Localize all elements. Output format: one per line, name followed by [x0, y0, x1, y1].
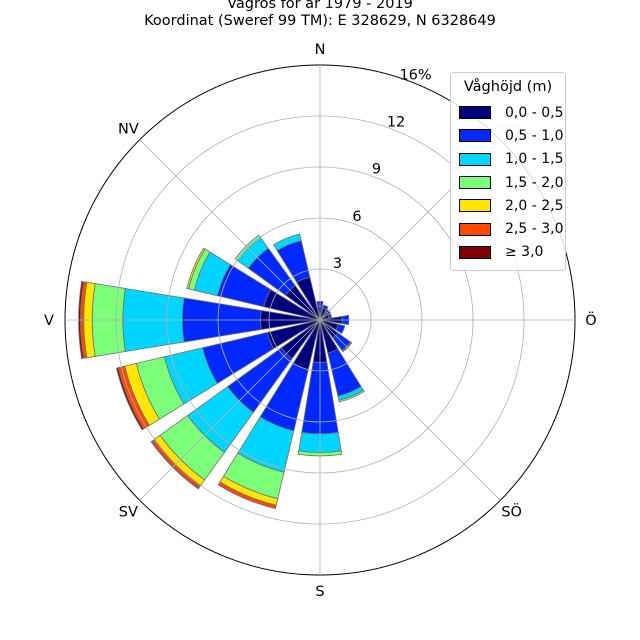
bar-segment-15-2 [272, 233, 302, 252]
legend-entry: 0,5 - 1,0 [459, 124, 563, 147]
grid-layer [64, 64, 576, 576]
legend-label: 0,5 - 1,0 [505, 127, 564, 144]
legend-label: 1,0 - 1,5 [505, 151, 564, 168]
chart-title: Vågros för år 1979 - 2019 [227, 0, 413, 12]
radial-tick-label: 3 [333, 256, 342, 272]
legend-title: Våghöjd (m) [463, 79, 553, 95]
direction-label: N [315, 42, 326, 58]
legend-swatch [459, 152, 491, 166]
direction-label: NV [118, 121, 139, 137]
direction-label: V [44, 313, 54, 329]
legend-entry: 1,0 - 1,5 [459, 148, 563, 171]
radial-tick-label: 16% [399, 67, 431, 83]
bar-segment-12-6 [78, 280, 84, 360]
legend-label: 1,5 - 2,0 [505, 174, 564, 191]
legend-swatch [459, 129, 491, 143]
legend-label: 2,0 - 2,5 [505, 197, 564, 214]
legend-entry: ≥ 3,0 [459, 241, 557, 264]
bar-segment-9-5 [217, 481, 277, 510]
direction-label: S [315, 584, 324, 600]
legend-entry: 0,0 - 0,5 [459, 101, 563, 124]
legend-swatch [459, 199, 491, 213]
legend-swatch [459, 176, 491, 190]
radial-tick-label: 12 [387, 115, 405, 131]
radial-tick-label: 9 [372, 162, 381, 178]
legend-swatch [459, 106, 491, 120]
radial-tick-label: 6 [352, 209, 361, 225]
legend-swatch [459, 222, 491, 236]
bar-segment-13-4 [186, 247, 206, 290]
legend-entries: 0,0 - 0,5 0,5 - 1,0 1,0 - 1,5 1,5 - 2,0 2,0 … [459, 101, 563, 264]
legend-entry: 2,0 - 2,5 [459, 194, 563, 217]
bar-segment-7-3 [338, 389, 365, 403]
direction-label: Ö [585, 311, 596, 329]
bar-segment-5-1 [335, 323, 346, 334]
bar-segment-11-6 [116, 367, 145, 431]
chart-subtitle: Koordinat (Sweref 99 TM): E 328629, N 63… [144, 13, 496, 29]
legend-entry: 1,5 - 2,0 [459, 171, 563, 194]
bar-segment-1-1 [322, 304, 329, 311]
legend-label: 2,5 - 3,0 [505, 221, 564, 238]
spoke-135 [319, 319, 501, 501]
legend-label: ≥ 3,0 [505, 244, 544, 261]
direction-label: SÖ [501, 503, 522, 521]
legend-swatch [459, 245, 491, 259]
legend-label: 0,0 - 0,5 [505, 104, 564, 121]
chart-title-block: Vågros för år 1979 - 2019 Koordinat (Swe… [0, 0, 640, 30]
bar-segment-6-3 [341, 341, 353, 353]
bar-segment-3-1 [327, 313, 333, 319]
legend-entry: 2,5 - 3,0 [459, 217, 563, 240]
legend: Våghöjd (m) 0,0 - 0,5 0,5 - 1,0 1,0 - 1,5 1… [450, 72, 566, 272]
direction-label: SV [119, 505, 138, 521]
bar-segment-10-6 [150, 440, 200, 490]
spoke-315 [139, 139, 321, 321]
spoke-225 [139, 319, 321, 501]
